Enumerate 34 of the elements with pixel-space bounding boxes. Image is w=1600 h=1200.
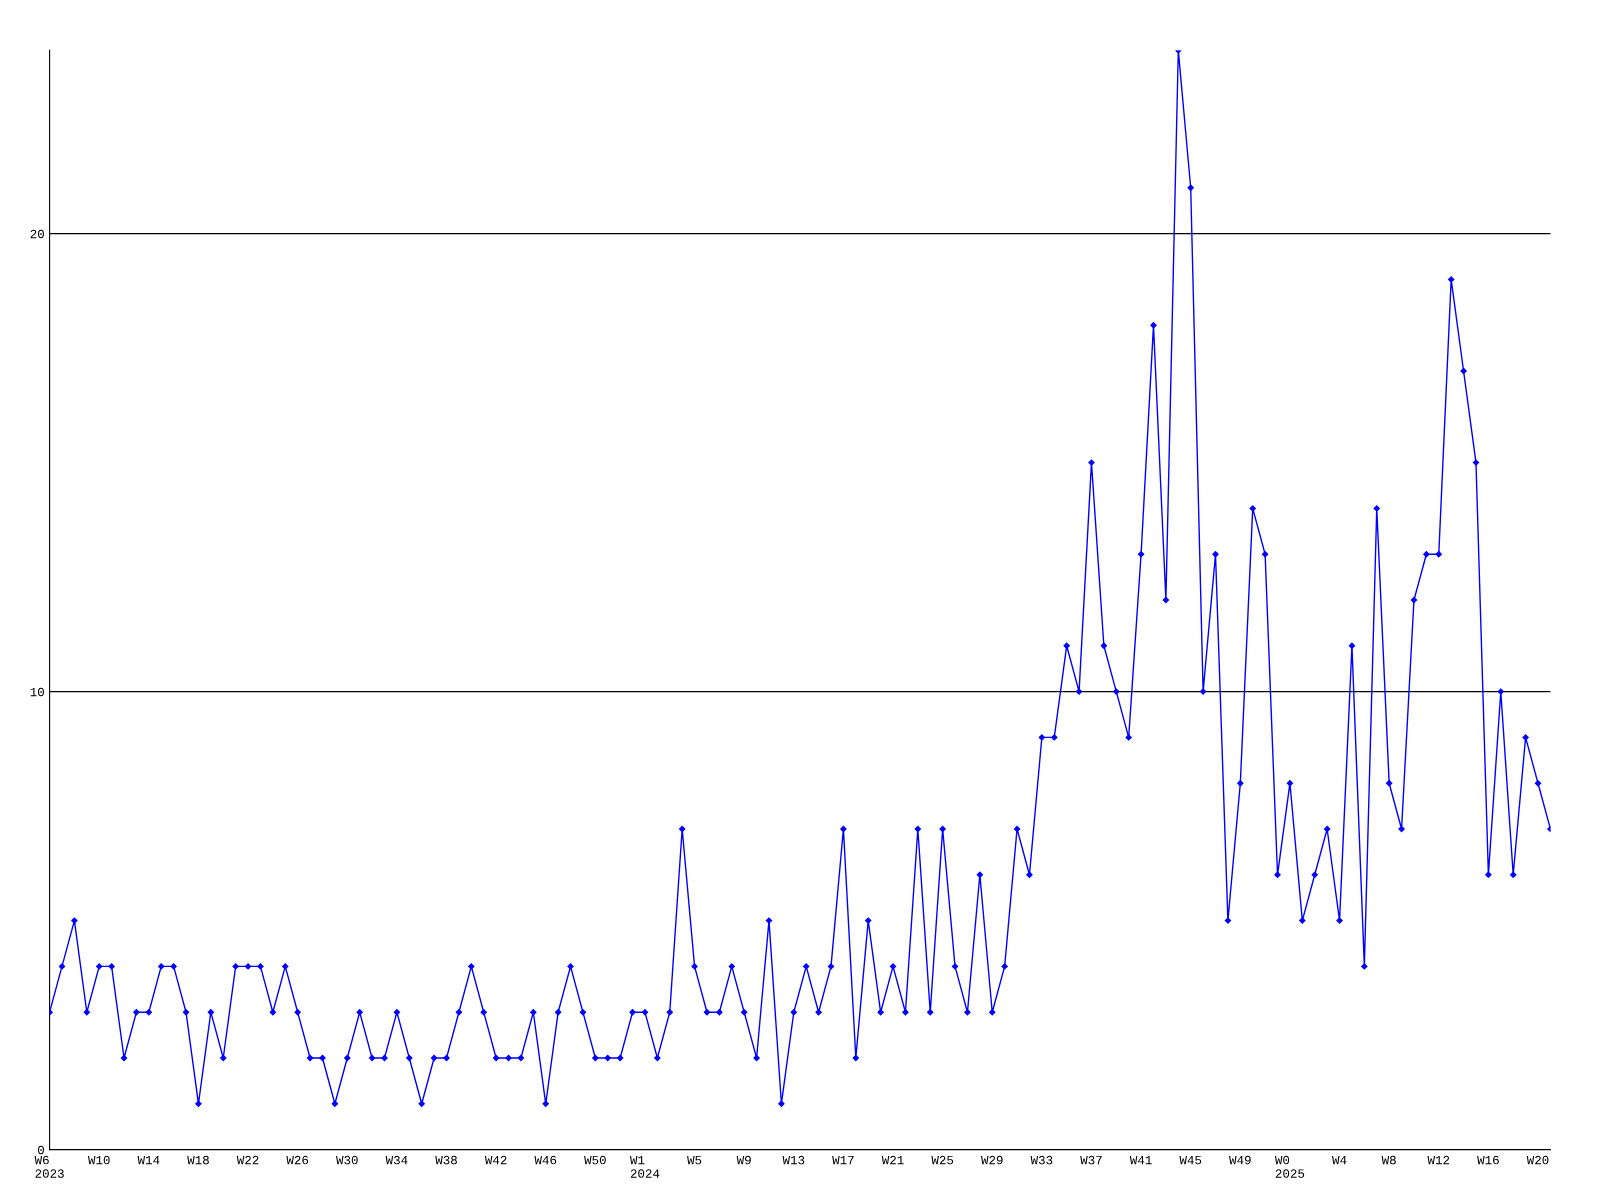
- x-tick-label: W25: [931, 1155, 954, 1165]
- x-tick-label: W33: [1030, 1155, 1053, 1165]
- x-tick-label: W38: [435, 1155, 457, 1165]
- x-tick-label: W20: [1526, 1155, 1549, 1165]
- x-tick-label: W49: [1229, 1155, 1251, 1165]
- y-tick-label: 0: [37, 1145, 44, 1155]
- x-tick-label: W0 2025: [1274, 1155, 1305, 1178]
- y-tick-label: 20: [30, 229, 44, 239]
- x-tick-label: W18: [187, 1155, 209, 1165]
- x-tick-label: W6 2023: [34, 1155, 64, 1178]
- x-tick-label: W37: [1080, 1155, 1102, 1165]
- x-tick-label: W46: [534, 1155, 557, 1165]
- x-tick-label: W17: [832, 1155, 854, 1165]
- x-tick-label: W21: [881, 1155, 904, 1165]
- x-tick-label: W1 2024: [629, 1155, 660, 1178]
- x-tick-label: W14: [137, 1155, 160, 1165]
- x-tick-label: W45: [1179, 1155, 1202, 1165]
- x-tick-label: W13: [782, 1155, 805, 1165]
- x-tick-label: W26: [286, 1155, 309, 1165]
- x-tick-label: W5: [687, 1155, 702, 1165]
- x-tick-label: W4: [1332, 1155, 1347, 1165]
- x-tick-label: W34: [385, 1155, 408, 1165]
- y-tick-label: 10: [30, 687, 44, 697]
- x-tick-label: W9: [736, 1155, 751, 1165]
- x-tick-label: W10: [87, 1155, 110, 1165]
- x-tick-label: W16: [1477, 1155, 1499, 1165]
- x-tick-label: W22: [236, 1155, 259, 1165]
- x-tick-label: W30: [336, 1155, 358, 1165]
- x-tick-label: W12: [1427, 1155, 1450, 1165]
- x-tick-label: W41: [1129, 1155, 1152, 1165]
- x-tick-label: W8: [1381, 1155, 1396, 1165]
- x-tick-label: W42: [484, 1155, 507, 1165]
- x-tick-label: W50: [584, 1155, 606, 1165]
- x-tick-label: W29: [981, 1155, 1003, 1165]
